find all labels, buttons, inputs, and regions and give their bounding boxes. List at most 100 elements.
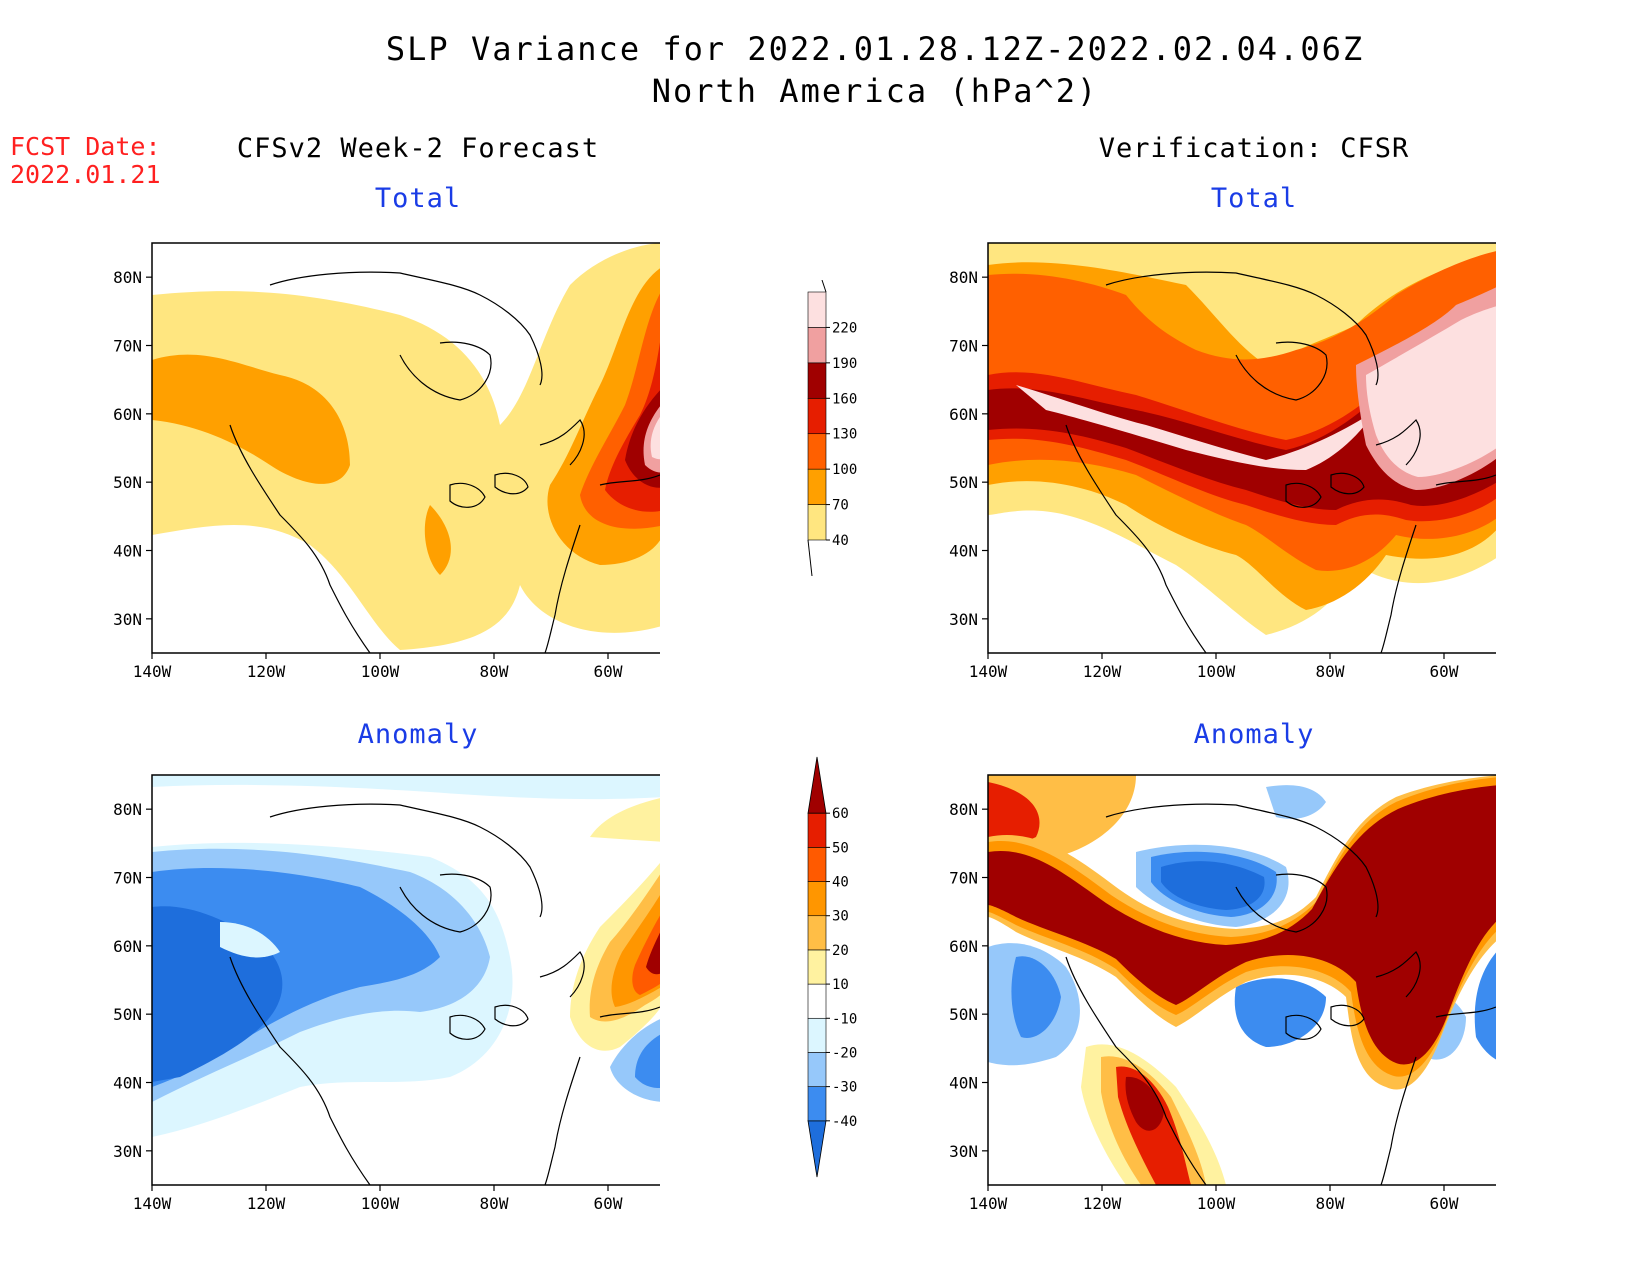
colorbar-label: 70 <box>832 498 849 514</box>
map-forecast-total: 80N 70N 60N 50N 40N 30N 140W 120W 100W 80W 60W <box>113 242 660 681</box>
colorbar-label: -40 <box>832 1114 857 1130</box>
colorbar-label: -30 <box>832 1080 857 1096</box>
colorbar-label: 190 <box>832 356 857 372</box>
lat-tick-label: 30N <box>113 610 142 629</box>
colorbar-anomaly: -40 -30 -20 -10 10 20 30 40 50 60 <box>807 756 857 1178</box>
lat-tick-label: 40N <box>949 1074 978 1093</box>
lat-tick-label: 70N <box>113 869 142 888</box>
lon-tick-label: 120W <box>1083 1194 1122 1213</box>
colorbar-swatch <box>807 949 827 985</box>
map-verification-total: 80N 70N 60N 50N 40N 30N 140W 120W 100W 80W 60W <box>949 242 1496 681</box>
panel-title-forecast-anomaly: Anomaly <box>357 719 479 750</box>
map-frame <box>987 242 1496 654</box>
lat-tick-label: 80N <box>113 800 142 819</box>
colorbar-label: 30 <box>832 909 849 925</box>
colorbar-label: 100 <box>832 462 857 478</box>
colorbar-label: 50 <box>832 840 849 856</box>
lat-tick-label: 30N <box>113 1142 142 1161</box>
axis-ticks: 80N 70N 60N 50N 40N 30N 140W 120W 100W 80W 60W <box>949 268 1459 681</box>
colorbar-swatch <box>807 1120 827 1178</box>
lat-tick-label: 80N <box>949 268 978 287</box>
lat-tick-label: 80N <box>113 268 142 287</box>
colorbar-swatch <box>807 1017 827 1053</box>
colorbar-label: 60 <box>832 806 849 822</box>
lon-tick-label: 140W <box>133 662 172 681</box>
colorbar-label: -10 <box>832 1011 857 1027</box>
axis-ticks: 80N 70N 60N 50N 40N 30N 140W 120W 100W 80W 60W <box>113 800 623 1213</box>
lat-tick-label: 30N <box>949 610 978 629</box>
colorbar-swatch <box>807 291 827 328</box>
lon-tick-label: 140W <box>133 1194 172 1213</box>
lon-tick-label: 60W <box>594 662 623 681</box>
colorbar-swatch <box>807 812 827 848</box>
lon-tick-label: 140W <box>969 662 1008 681</box>
lat-tick-label: 70N <box>113 337 142 356</box>
panel-title-verification-total: Total <box>1210 183 1298 214</box>
lat-tick-label: 50N <box>113 473 142 492</box>
map-verification-anomaly: 80N 70N 60N 50N 40N 30N 140W 120W 100W 80W 60W <box>949 774 1496 1213</box>
contour-fill-layer <box>152 243 660 653</box>
panel-title-forecast-total: Total <box>374 183 462 214</box>
coastline-layer <box>1065 803 1496 1186</box>
colorbar-swatch <box>807 327 827 364</box>
lon-tick-label: 120W <box>247 1194 286 1213</box>
colorbar-label: 40 <box>832 533 849 549</box>
colorbar-swatch <box>807 433 827 470</box>
colorbar-swatch <box>807 847 827 882</box>
lon-tick-label: 140W <box>969 1194 1008 1213</box>
colorbar-swatch <box>807 983 827 1019</box>
map-frame <box>987 774 1496 1186</box>
lon-tick-label: 80W <box>1316 1194 1345 1213</box>
lon-tick-label: 120W <box>247 662 286 681</box>
figure-title: SLP Variance for 2022.01.28.12Z-2022.02.… <box>385 30 1365 68</box>
column-title-forecast: CFSv2 Week-2 Forecast <box>236 133 600 164</box>
lon-tick-label: 80W <box>480 1194 509 1213</box>
colorbar-label: 40 <box>832 875 849 891</box>
lat-tick-label: 70N <box>949 869 978 888</box>
lon-tick-label: 100W <box>1197 1194 1236 1213</box>
figure-subtitle: North America (hPa^2) <box>651 72 1099 110</box>
lat-tick-label: 50N <box>949 1005 978 1024</box>
lat-tick-label: 40N <box>949 542 978 561</box>
colorbar-label: 10 <box>832 977 849 993</box>
lon-tick-label: 100W <box>361 1194 400 1213</box>
colorbar-swatch <box>807 756 827 814</box>
lat-tick-label: 60N <box>949 937 978 956</box>
lat-tick-label: 80N <box>949 800 978 819</box>
lon-tick-label: 120W <box>1083 662 1122 681</box>
colorbar-total: 40 70 100 130 160 190 220 <box>807 280 857 577</box>
fcst-date-value: 2022.01.21 <box>10 160 161 189</box>
contour-fill-layer <box>988 243 1496 653</box>
colorbar-label: -20 <box>832 1045 857 1061</box>
lat-tick-label: 40N <box>113 542 142 561</box>
colorbar-swatch <box>807 1086 827 1122</box>
lat-tick-label: 50N <box>113 1005 142 1024</box>
colorbar-label: 130 <box>832 427 857 443</box>
lat-tick-label: 60N <box>949 405 978 424</box>
coastline-layer <box>1065 271 1496 654</box>
colorbar-swatch <box>807 915 827 951</box>
colorbar-label: 220 <box>832 320 857 336</box>
contour-fill-layer <box>152 775 660 1185</box>
lon-tick-label: 60W <box>594 1194 623 1213</box>
colorbar-swatch <box>807 397 827 435</box>
lat-tick-label: 60N <box>113 405 142 424</box>
map-forecast-anomaly: 80N 70N 60N 50N 40N 30N 140W 120W 100W 80W 60W <box>113 774 660 1213</box>
coastline-layer <box>229 803 660 1186</box>
colorbar-label: 20 <box>832 943 849 959</box>
axis-ticks: 80N 70N 60N 50N 40N 30N 140W 120W 100W 80W 60W <box>949 800 1459 1213</box>
lon-tick-label: 100W <box>1197 662 1236 681</box>
map-frame <box>151 774 660 1186</box>
lon-tick-label: 80W <box>480 662 509 681</box>
lon-tick-label: 60W <box>1430 662 1459 681</box>
colorbar-swatch <box>807 362 827 399</box>
coastline-layer <box>229 271 660 654</box>
fcst-date-label: FCST Date: <box>10 132 161 161</box>
panel-title-verification-anomaly: Anomaly <box>1193 719 1315 750</box>
map-frame <box>151 242 660 654</box>
colorbar-swatch <box>807 1052 827 1087</box>
column-title-verification: Verification: CFSR <box>1098 133 1410 164</box>
lat-tick-label: 60N <box>113 937 142 956</box>
colorbar-swatch <box>807 504 827 541</box>
lat-tick-label: 40N <box>113 1074 142 1093</box>
